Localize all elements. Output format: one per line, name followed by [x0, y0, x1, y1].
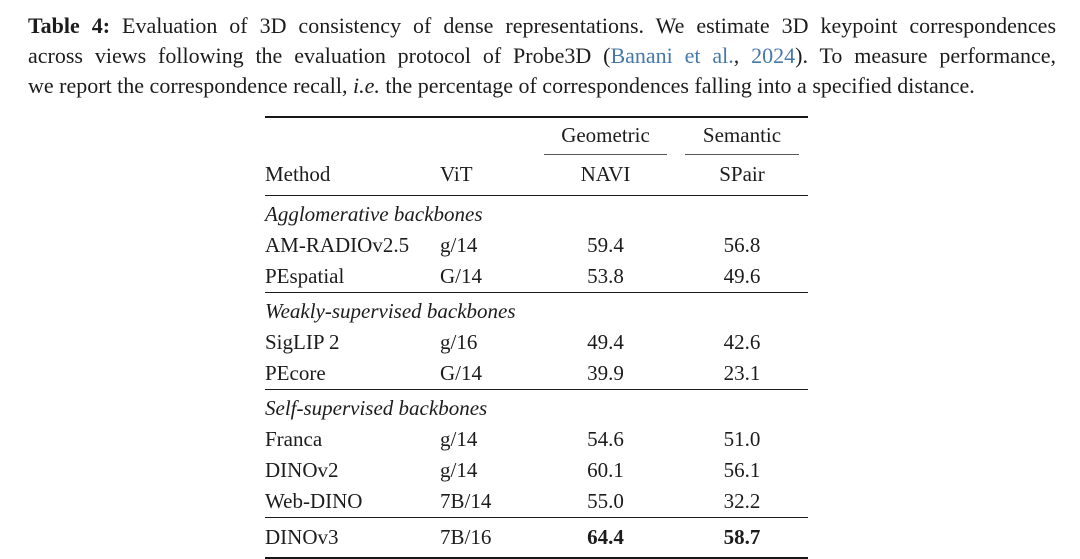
table-caption: Table 4: Evaluation of 3D consistency of…	[28, 11, 1056, 101]
navi-value-cell: 49.4	[587, 330, 624, 354]
navi-value-cell: 59.4	[587, 233, 624, 257]
section-label: Weakly-supervised backbones	[265, 299, 516, 323]
section-label-row: Agglomerative backbones	[265, 196, 808, 231]
caption-text: we report the correspondence recall,	[28, 73, 353, 98]
vit-cell: g/14	[440, 427, 478, 451]
column-header-vit: ViT	[440, 162, 473, 186]
column-header-spair: SPair	[719, 162, 765, 186]
method-cell: Franca	[265, 427, 323, 451]
vit-cell: G/14	[440, 264, 482, 288]
section-label-row: Self-supervised backbones	[265, 390, 808, 425]
section-weakly-supervised: Weakly-supervised backbones SigLIP 2 g/1…	[265, 292, 808, 390]
spair-value-cell: 56.1	[723, 458, 761, 482]
results-table: Geometric Semantic Method ViT NAVI SPair…	[265, 116, 808, 559]
table-row: SigLIP 2 g/16 49.4 42.6	[265, 327, 808, 358]
spair-value-cell: 49.6	[723, 264, 761, 288]
table-row: DINOv2 g/14 60.1 56.1	[265, 455, 808, 486]
section-agglomerative: Agglomerative backbones AM-RADIOv2.5 g/1…	[265, 195, 808, 293]
section-label: Agglomerative backbones	[265, 202, 483, 226]
navi-value-cell: 54.6	[587, 427, 624, 451]
navi-value-cell: 53.8	[587, 264, 624, 288]
group-header-row: Geometric Semantic	[265, 117, 808, 155]
empty-cell	[440, 117, 535, 155]
vit-cell: 7B/14	[440, 489, 492, 513]
caption-line-1: Table 4: Evaluation of 3D consistency of…	[28, 11, 1056, 41]
group-header-geometric: Geometric	[535, 117, 676, 155]
vit-cell: g/14	[440, 233, 478, 257]
vit-cell: G/14	[440, 361, 482, 385]
navi-value-cell: 60.1	[587, 458, 624, 482]
column-header-row: Method ViT NAVI SPair	[265, 155, 808, 196]
table-row: Franca g/14 54.6 51.0	[265, 424, 808, 455]
spair-value-cell: 42.6	[723, 330, 761, 354]
navi-value-cell: 55.0	[587, 489, 624, 513]
caption-text: Evaluation of 3D consistency of dense re…	[110, 13, 1056, 38]
table-row: AM-RADIOv2.5 g/14 59.4 56.8	[265, 230, 808, 261]
column-header-navi: NAVI	[580, 162, 631, 186]
method-cell: SigLIP 2	[265, 330, 340, 354]
navi-value-cell: 64.4	[587, 525, 624, 549]
method-cell: PEspatial	[265, 264, 345, 288]
section-self-supervised: Self-supervised backbones Franca g/14 54…	[265, 389, 808, 518]
caption-text: the percentage of correspondences fallin…	[379, 73, 975, 98]
caption-text: across views following the evaluation pr…	[28, 43, 611, 68]
method-cell: Web-DINO	[265, 489, 363, 513]
group-header-semantic: Semantic	[676, 117, 808, 155]
method-cell: DINOv3	[265, 525, 339, 549]
final-row-group: DINOv3 7B/16 64.4 58.7	[265, 517, 808, 559]
table-row: Web-DINO 7B/14 55.0 32.2	[265, 486, 808, 518]
vit-cell: g/14	[440, 458, 478, 482]
empty-cell	[265, 117, 440, 155]
method-cell: DINOv2	[265, 458, 339, 482]
citation-link-authors[interactable]: Banani et al.	[610, 43, 734, 68]
section-label: Self-supervised backbones	[265, 396, 488, 420]
section-label-row: Weakly-supervised backbones	[265, 293, 808, 328]
spair-value-cell: 23.1	[723, 361, 761, 385]
caption-line-2: across views following the evaluation pr…	[28, 41, 1056, 71]
spair-value-cell: 51.0	[723, 427, 761, 451]
navi-value-cell: 39.9	[587, 361, 624, 385]
caption-label: Table 4:	[28, 13, 111, 38]
method-cell: AM-RADIOv2.5	[265, 233, 410, 257]
vit-cell: g/16	[440, 330, 478, 354]
spair-value-cell: 56.8	[723, 233, 761, 257]
method-cell: PEcore	[265, 361, 326, 385]
table-row-dinov3: DINOv3 7B/16 64.4 58.7	[265, 518, 808, 559]
group-header-label: Geometric	[544, 122, 667, 155]
group-header-label: Semantic	[685, 122, 799, 155]
table-header: Geometric Semantic Method ViT NAVI SPair	[265, 117, 808, 196]
caption-text: ,	[733, 43, 752, 68]
vit-cell: 7B/16	[440, 525, 492, 549]
table-row: PEspatial G/14 53.8 49.6	[265, 261, 808, 293]
column-header-method: Method	[265, 162, 331, 186]
table-row: PEcore G/14 39.9 23.1	[265, 358, 808, 390]
table-container: Geometric Semantic Method ViT NAVI SPair…	[265, 116, 808, 559]
caption-ie-abbrev: i.e.	[352, 73, 380, 98]
spair-value-cell: 32.2	[723, 489, 761, 513]
caption-line-3: we report the correspondence recall, i.e…	[28, 71, 1056, 101]
spair-value-cell: 58.7	[723, 525, 761, 549]
citation-link-year[interactable]: 2024	[751, 43, 796, 68]
caption-text: ). To measure performance,	[795, 43, 1057, 68]
